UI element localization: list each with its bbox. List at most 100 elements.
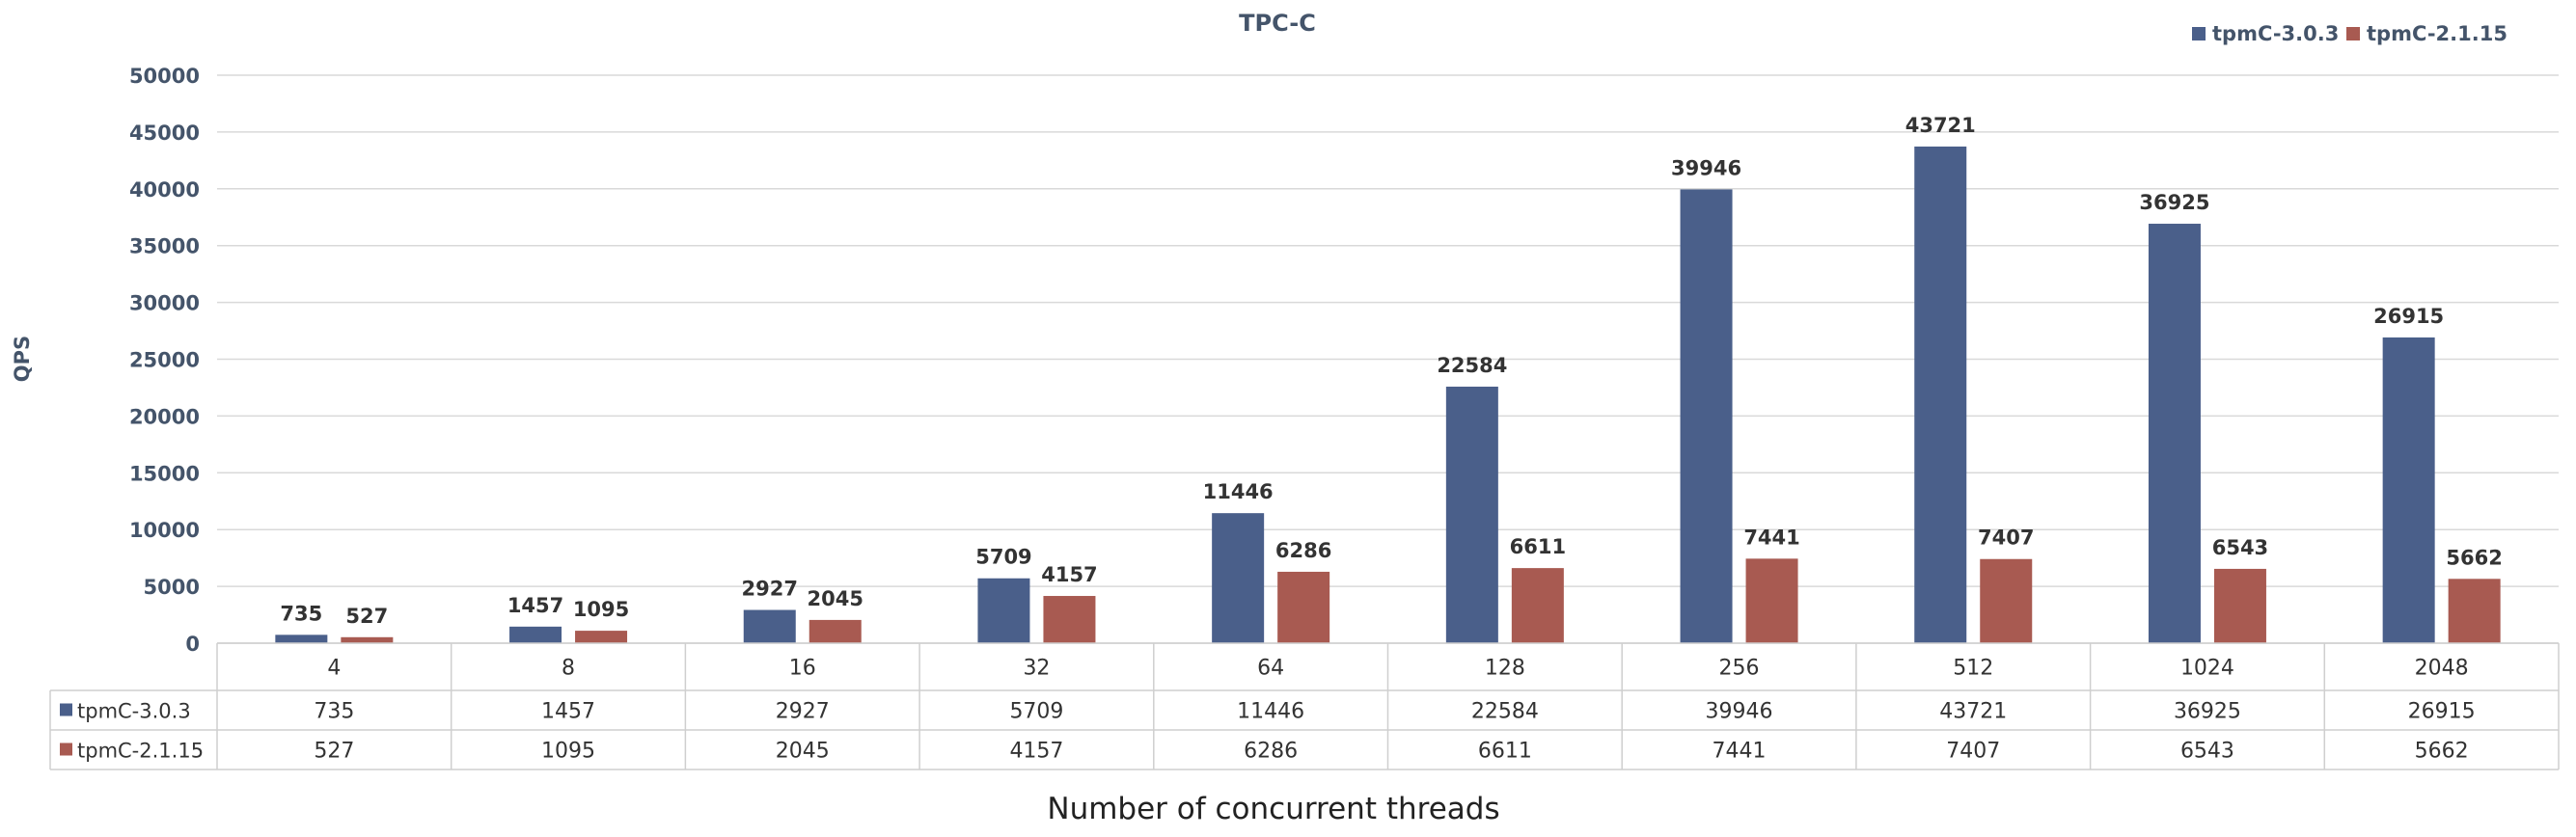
data-label: 39946 xyxy=(1671,156,1741,179)
data-label: 6611 xyxy=(1510,535,1566,558)
data-label: 1457 xyxy=(507,594,563,617)
bar xyxy=(1914,146,1967,643)
table-category-label: 1024 xyxy=(2180,657,2234,681)
data-label: 22584 xyxy=(1437,354,1507,377)
bar xyxy=(1043,596,1096,643)
data-label: 2927 xyxy=(742,578,798,601)
y-tick-label: 30000 xyxy=(129,292,200,315)
table-category-label: 8 xyxy=(562,657,575,681)
table-value-cell: 2045 xyxy=(776,740,830,764)
table-value-cell: 7407 xyxy=(1946,740,2000,764)
table-category-label: 2048 xyxy=(2415,657,2469,681)
bar xyxy=(2382,337,2435,643)
bar xyxy=(977,578,1030,643)
table-series-name: tpmC-2.1.15 xyxy=(77,740,204,763)
table-category-label: 32 xyxy=(1023,657,1050,681)
legend-swatch xyxy=(2346,27,2360,40)
bar xyxy=(2448,579,2501,643)
chart-title: TPC-C xyxy=(1239,10,1316,37)
table-legend-key xyxy=(60,703,72,716)
y-tick-label: 5000 xyxy=(144,576,200,599)
y-axis-ticks: 0 5000 10000 15000 20000 25000 30000 35000 40000… xyxy=(129,65,200,656)
table-category-label: 4 xyxy=(327,657,341,681)
bar xyxy=(1445,386,1498,643)
table-value-cell: 11446 xyxy=(1237,700,1304,724)
y-tick-label: 20000 xyxy=(129,405,200,428)
data-labels-layer: 735 1457 2927 5709 11446 22584 39946 43721 36925… xyxy=(280,114,2502,628)
table-category-label: 512 xyxy=(1953,657,1993,681)
table-series-name: tpmC-3.0.3 xyxy=(77,700,191,723)
x-axis-label: Number of concurrent threads xyxy=(1047,792,1499,826)
bar xyxy=(1980,558,2033,643)
table-category-label: 128 xyxy=(1485,657,1525,681)
y-tick-label: 50000 xyxy=(129,65,200,88)
table-legend-key xyxy=(60,742,72,756)
y-tick-label: 0 xyxy=(185,633,200,656)
data-label: 4157 xyxy=(1041,563,1097,586)
table-value-cell: 39946 xyxy=(1706,700,1773,724)
table-value-cell: 1457 xyxy=(541,700,595,724)
table-value-cell: 5709 xyxy=(1009,700,1063,724)
data-label: 36925 xyxy=(2139,191,2209,214)
data-label: 2045 xyxy=(808,587,863,610)
table-value-cell: 43721 xyxy=(1939,700,2007,724)
bar xyxy=(1212,513,1265,643)
table-category-label: 256 xyxy=(1719,657,1760,681)
y-axis-label: QPS xyxy=(11,336,34,382)
bar xyxy=(1745,558,1798,643)
data-label: 6286 xyxy=(1275,539,1331,562)
data-label: 5709 xyxy=(975,546,1031,569)
bar xyxy=(1680,189,1733,643)
bar xyxy=(743,609,796,643)
bar xyxy=(509,626,562,643)
y-tick-label: 10000 xyxy=(129,519,200,542)
table-value-cell: 6543 xyxy=(2180,740,2234,764)
data-label: 11446 xyxy=(1203,480,1274,503)
bar xyxy=(1511,568,1564,643)
table-value-cell: 527 xyxy=(314,740,354,764)
y-tick-label: 40000 xyxy=(129,178,200,202)
bars-layer xyxy=(275,146,2501,643)
y-tick-label: 45000 xyxy=(129,122,200,145)
y-tick-label: 35000 xyxy=(129,235,200,258)
gridlines xyxy=(217,74,2559,644)
table-value-cell: 36925 xyxy=(2174,700,2241,724)
y-tick-label: 15000 xyxy=(129,462,200,485)
table-value-cell: 735 xyxy=(314,700,354,724)
table-value-cell: 1095 xyxy=(541,740,595,764)
bar xyxy=(808,619,862,643)
bar xyxy=(575,631,628,643)
table-value-cell: 22584 xyxy=(1471,700,1539,724)
data-label: 1095 xyxy=(573,598,629,621)
bar xyxy=(2148,224,2201,643)
table-category-label: 64 xyxy=(1257,657,1284,681)
data-table: 4 8 16 32 64 128 256 512 1024 2048 tpmC-3.0.3 735 14… xyxy=(49,642,2560,770)
legend: tpmC-3.0.3 tpmC-2.1.15 xyxy=(2192,22,2507,45)
data-label: 527 xyxy=(345,605,388,628)
legend-swatch xyxy=(2192,27,2206,40)
data-label: 735 xyxy=(280,602,322,625)
legend-label: tpmC-2.1.15 xyxy=(2367,22,2507,45)
data-label: 5662 xyxy=(2446,546,2502,569)
legend-label: tpmC-3.0.3 xyxy=(2212,22,2339,45)
table-category-label: 16 xyxy=(789,657,816,681)
table-value-cell: 7441 xyxy=(1713,740,1767,764)
table-value-cell: 2927 xyxy=(776,700,830,724)
data-label: 7407 xyxy=(1978,526,2034,550)
bar xyxy=(1277,571,1330,643)
data-label: 6543 xyxy=(2212,536,2268,559)
table-value-cell: 5662 xyxy=(2415,740,2469,764)
bar xyxy=(275,634,328,643)
table-value-cell: 6286 xyxy=(1244,740,1298,764)
table-value-cell: 6611 xyxy=(1478,740,1532,764)
data-label: 26915 xyxy=(2373,305,2444,328)
bar xyxy=(2213,568,2266,643)
table-value-cell: 4157 xyxy=(1009,740,1063,764)
bar xyxy=(341,636,394,643)
y-tick-label: 25000 xyxy=(129,349,200,372)
data-label: 43721 xyxy=(1905,114,1976,137)
data-label: 7441 xyxy=(1743,526,1799,549)
table-value-cell: 26915 xyxy=(2408,700,2476,724)
